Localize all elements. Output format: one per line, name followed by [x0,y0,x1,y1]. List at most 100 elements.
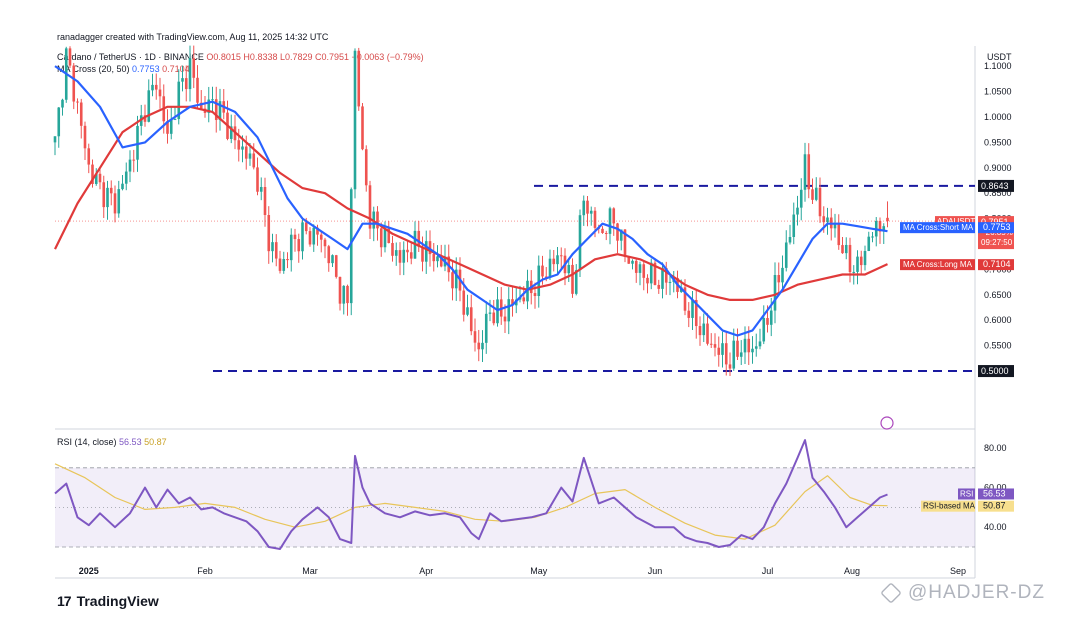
candle-down[interactable] [657,284,661,289]
candle-down[interactable] [158,89,162,97]
candle-up[interactable] [574,270,578,294]
candle-down[interactable] [439,256,443,267]
candle-up[interactable] [548,258,552,278]
candle-down[interactable] [154,84,158,90]
candle-down[interactable] [683,287,687,311]
candle-up[interactable] [481,342,484,350]
candle-down[interactable] [391,243,394,256]
candle-down[interactable] [503,316,507,322]
candle-up[interactable] [856,256,859,272]
candle-down[interactable] [376,211,379,229]
candle-up[interactable] [53,136,57,143]
candle-down[interactable] [698,326,702,336]
symbol-title[interactable]: Cardano / TetherUS · 1D · BINANCE [57,52,204,62]
candle-up[interactable] [124,171,128,184]
candle-down[interactable] [724,343,728,365]
candle-up[interactable] [788,237,792,243]
candle-up[interactable] [151,84,154,91]
candle-down[interactable] [687,310,691,318]
candle-down[interactable] [428,241,432,255]
candle-down[interactable] [473,331,477,343]
candle-up[interactable] [867,236,871,251]
candle-down[interactable] [364,149,368,186]
candle-down[interactable] [533,293,537,296]
candle-down[interactable] [278,258,282,271]
candle-up[interactable] [188,58,192,90]
candle-up[interactable] [792,214,796,238]
candle-down[interactable] [267,215,271,252]
rsi-line[interactable] [54,439,888,550]
candle-down[interactable] [664,267,668,283]
candle-down[interactable] [244,146,248,159]
candle-down[interactable] [192,58,196,78]
candle-up[interactable] [803,154,807,190]
candle-down[interactable] [747,338,751,353]
candle-up[interactable] [784,242,788,268]
candle-up[interactable] [863,250,867,266]
candle-down[interactable] [451,272,454,289]
candle-up[interactable] [57,107,61,137]
candle-down[interactable] [593,210,597,228]
candle-down[interactable] [717,347,721,355]
ma-short-line[interactable] [54,65,888,337]
candle-down[interactable] [113,193,117,214]
candle-down[interactable] [199,102,203,109]
candle-up[interactable] [466,307,469,315]
candle-down[interactable] [713,344,717,348]
candle-up[interactable] [796,207,799,215]
candle-up[interactable] [638,264,642,273]
candle-up[interactable] [773,275,777,311]
candle-up[interactable] [496,299,499,324]
candle-up[interactable] [781,267,784,283]
candle-down[interactable] [214,99,218,120]
candle-down[interactable] [417,230,421,247]
candle-up[interactable] [271,242,274,252]
candle-down[interactable] [469,307,473,332]
candle-down[interactable] [357,50,361,107]
candle-up[interactable] [282,259,286,271]
candle-down[interactable] [706,323,709,344]
candle-up[interactable] [61,99,64,108]
candle-up[interactable] [353,50,357,190]
candle-down[interactable] [72,65,76,102]
candle-down[interactable] [552,258,556,265]
candle-down[interactable] [196,77,199,103]
candle-down[interactable] [316,227,319,235]
candle-down[interactable] [571,264,574,294]
candle-up[interactable] [128,159,132,172]
ma-long-line[interactable] [54,105,888,301]
candle-down[interactable] [83,125,87,149]
candle-up[interactable] [106,187,109,208]
candle-up[interactable] [331,255,334,264]
candle-down[interactable] [511,299,514,306]
candle-down[interactable] [604,232,608,234]
candle-down[interactable] [586,200,589,214]
candle-down[interactable] [379,228,383,248]
alert-clock-icon[interactable] [880,416,894,430]
candle-down[interactable] [327,246,331,264]
candle-up[interactable] [121,183,124,190]
candle-down[interactable] [338,276,342,304]
candle-down[interactable] [653,262,657,285]
candle-up[interactable] [301,222,304,252]
candle-down[interactable] [109,187,113,194]
candle-down[interactable] [627,256,631,264]
candle-down[interactable] [462,290,466,315]
candle-down[interactable] [811,189,814,200]
candle-up[interactable] [844,244,848,254]
candle-down[interactable] [98,173,102,183]
candle-up[interactable] [383,227,387,248]
candle-up[interactable] [241,146,244,150]
candle-down[interactable] [91,164,94,184]
candle-down[interactable] [848,244,852,273]
candle-up[interactable] [488,312,492,314]
candle-up[interactable] [507,299,511,322]
candle-down[interactable] [559,255,563,257]
candle-down[interactable] [387,227,391,244]
candle-down[interactable] [304,222,308,232]
candle-down[interactable] [634,260,638,273]
candle-up[interactable] [833,222,837,229]
candle-up[interactable] [484,313,488,343]
candle-up[interactable] [218,101,222,120]
candle-up[interactable] [537,265,541,296]
